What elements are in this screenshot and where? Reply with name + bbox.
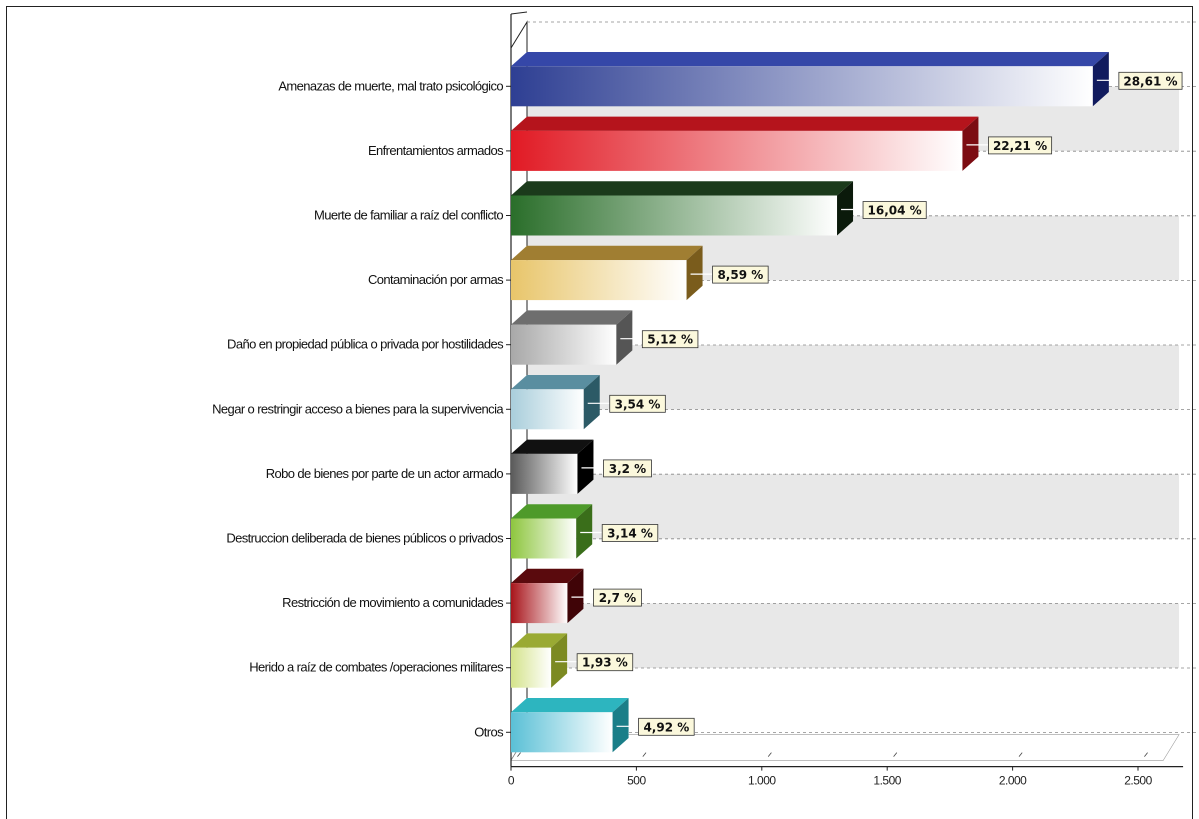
x-tick-depth: [1018, 752, 1023, 757]
bar-front: [511, 66, 1093, 107]
value-label: 5,12 %: [647, 333, 693, 347]
category-label: Herido a raíz de combates /operaciones m…: [249, 660, 504, 675]
bar-top: [511, 245, 703, 261]
bar-side: [577, 439, 594, 494]
bar: [511, 181, 854, 236]
bar-front: [511, 130, 963, 171]
category-label: Contaminación por armas: [368, 272, 504, 287]
value-label-box: [593, 588, 642, 607]
bar-top: [511, 504, 593, 519]
value-label-box: [638, 717, 695, 736]
bar-side: [567, 568, 584, 624]
value-label: 2,7 %: [599, 591, 636, 605]
bar-front: [511, 453, 578, 494]
category-label: Enfrentamientos armados: [368, 143, 504, 158]
category-label: Daño en propiedad pública o privada por …: [227, 337, 504, 352]
bar-front: [511, 712, 613, 753]
bar: [511, 375, 600, 430]
x-tick-label: 2.000: [999, 774, 1027, 788]
bar-side: [962, 116, 979, 171]
bar-side: [612, 698, 629, 753]
value-label-box: [641, 330, 699, 349]
category-label: Otros: [474, 724, 504, 739]
bar-side: [576, 504, 593, 559]
x-axis: 0 500 1.000 1.500 2.000 2.500: [508, 752, 1153, 788]
category-label: Amenazas de muerte, mal trato psicológic…: [278, 78, 503, 93]
bar-top: [511, 181, 854, 196]
bar-side: [837, 181, 854, 236]
value-label: 1,93 %: [582, 656, 628, 670]
wall-band: [527, 603, 1180, 668]
value-label-box: [712, 265, 769, 284]
value-label-box: [576, 653, 634, 672]
bar: [511, 245, 703, 301]
bar: [511, 633, 568, 688]
bar-front: [511, 195, 838, 236]
bar: [511, 439, 594, 494]
bar: [511, 116, 979, 171]
wall-band: [527, 668, 1180, 733]
value-label: 22,21 %: [993, 139, 1047, 153]
value-labels: 28,61 % 22,21 % 16,04 % 8,59 % 5,12 % 3,54 % 3…: [555, 71, 1183, 736]
bar: [511, 504, 593, 559]
value-label-box: [603, 459, 652, 478]
x-tick-label: 500: [627, 774, 646, 788]
category-label: Negar o restringir acceso a bienes para …: [212, 401, 504, 416]
bars: [511, 52, 1109, 753]
value-label: 16,04 %: [868, 204, 922, 218]
bar: [511, 568, 584, 624]
value-label-box: [1118, 71, 1183, 90]
x-tick-depth: [642, 752, 647, 757]
value-label-box: [609, 394, 666, 413]
bar-top: [511, 568, 584, 584]
axis-corner: [510, 11, 528, 15]
x-tick-label: 2.500: [1124, 774, 1152, 788]
bar-front: [511, 583, 568, 624]
category-label: Destruccion deliberada de bienes público…: [226, 531, 504, 546]
bar-side: [1092, 52, 1109, 107]
category-label: Restricción de movimiento a comunidades: [282, 595, 504, 610]
x-tick-depth: [767, 752, 772, 757]
bar-top: [511, 633, 568, 648]
category-labels: Amenazas de muerte, mal trato psicológic…: [212, 78, 511, 739]
x-tick-label: 1.000: [748, 774, 776, 788]
value-label-box: [601, 524, 659, 542]
bar-side: [616, 310, 633, 365]
category-label: Muerte de familiar a raíz del conflicto: [314, 208, 503, 223]
x-tick-label: 1.500: [873, 774, 901, 788]
category-label: Robo de bienes por parte de un actor arm…: [266, 466, 504, 481]
x-tick-depth: [517, 752, 521, 757]
value-label: 28,61 %: [1123, 74, 1177, 88]
bar-top: [511, 52, 1109, 67]
x-tick-depth: [1144, 752, 1148, 757]
bar-front: [511, 324, 617, 365]
value-label: 3,54 %: [615, 397, 661, 411]
value-label: 3,2 %: [609, 462, 646, 476]
bar-front: [511, 518, 577, 559]
bar-side: [551, 633, 568, 688]
bar-side: [583, 375, 600, 430]
value-label-box: [988, 136, 1053, 155]
bar-top: [511, 375, 600, 390]
bar-top: [511, 439, 594, 454]
bar-top: [511, 310, 633, 325]
bar-side: [686, 245, 703, 301]
x-tick-depth: [893, 752, 898, 757]
value-label-box: [862, 201, 927, 219]
bar: [511, 52, 1109, 107]
bar-front: [511, 647, 552, 688]
value-label: 8,59 %: [717, 268, 763, 282]
value-label: 3,14 %: [607, 527, 653, 541]
bar-top: [511, 698, 629, 713]
value-label: 4,92 %: [643, 720, 689, 734]
bar-front: [511, 260, 687, 301]
bar-top: [511, 116, 979, 131]
bar: [511, 310, 633, 365]
x-tick-label: 0: [508, 774, 515, 788]
bar: [511, 698, 629, 753]
bar-front: [511, 389, 584, 430]
